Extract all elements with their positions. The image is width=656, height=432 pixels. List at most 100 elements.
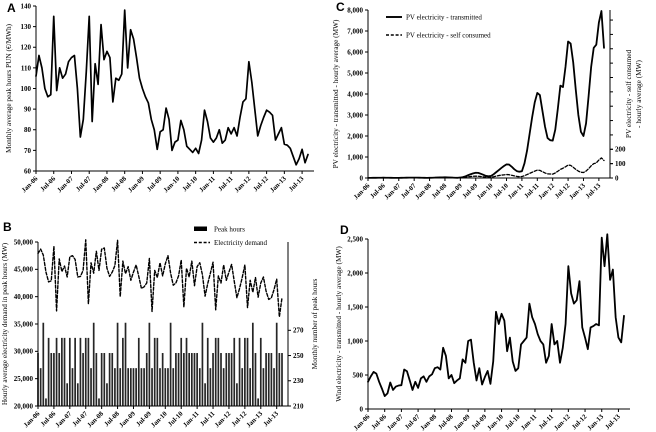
- panel-c: C 0 1,000 2,000 3,000 4,000 5,000 6,000 7,000 8,…: [328, 0, 656, 216]
- panel-d-chart-wind-electricity: 05001,0001,5002,0002,500Jan-06Jul-06Jan-…: [334, 233, 630, 432]
- svg-text:Jan-10: Jan-10: [150, 410, 169, 429]
- svg-text:40,000: 40,000: [14, 293, 34, 301]
- B-y-axis-title-left: Hourly average electricity demand in pea…: [0, 242, 9, 405]
- svg-text:Jul-07: Jul-07: [75, 175, 93, 193]
- svg-text:Jul-08: Jul-08: [110, 175, 128, 193]
- svg-text:120: 120: [21, 44, 32, 52]
- svg-text:Jul-11: Jul-11: [217, 175, 235, 193]
- svg-text:2,000: 2,000: [347, 132, 363, 140]
- svg-text:100: 100: [615, 160, 626, 168]
- svg-text:Jan-08: Jan-08: [414, 182, 433, 201]
- svg-text:130: 130: [21, 23, 32, 31]
- svg-text:20,000: 20,000: [14, 402, 34, 410]
- B-bars-peak-hours: [37, 322, 283, 406]
- svg-text:45,000: 45,000: [14, 266, 34, 274]
- svg-text:Electricity demand: Electricity demand: [214, 239, 268, 247]
- svg-text:110: 110: [21, 64, 32, 72]
- svg-text:210: 210: [293, 402, 304, 410]
- svg-text:140: 140: [21, 2, 32, 10]
- svg-text:Jan-08: Jan-08: [419, 413, 438, 432]
- C-y-axis-title-left: PV electricity - transmitted - hourly av…: [331, 19, 340, 168]
- svg-text:Jul-09: Jul-09: [146, 175, 164, 193]
- svg-text:Peak hours: Peak hours: [214, 225, 245, 233]
- D-line-wind-electricity-transmitted: [367, 233, 625, 397]
- svg-text:Jul-10: Jul-10: [181, 175, 199, 193]
- svg-text:Jan-13: Jan-13: [568, 182, 587, 201]
- A-series-group: [35, 9, 309, 166]
- svg-text:Jul-13: Jul-13: [585, 182, 603, 200]
- svg-text:80: 80: [24, 126, 32, 134]
- svg-text:Jul-13: Jul-13: [604, 413, 622, 431]
- C-line-pv-electricity-self-consumed: [367, 157, 605, 179]
- svg-text:Jan-10: Jan-10: [486, 413, 505, 432]
- svg-text:Jul-12: Jul-12: [252, 175, 270, 193]
- svg-text:1,500: 1,500: [347, 303, 363, 311]
- B-line-electricity-demand: [37, 239, 283, 318]
- C-y-axis-title-right: PV electricity - self consumed: [624, 50, 633, 139]
- svg-text:Jan-06: Jan-06: [23, 410, 42, 429]
- svg-text:Jan-09: Jan-09: [118, 410, 137, 429]
- svg-text:Jan-11: Jan-11: [198, 175, 217, 194]
- svg-text:Jan-13: Jan-13: [269, 175, 288, 194]
- svg-text:270: 270: [293, 327, 304, 335]
- svg-text:Jan-11: Jan-11: [520, 413, 539, 432]
- svg-text:Jan-10: Jan-10: [476, 182, 495, 201]
- svg-text:Jan-10: Jan-10: [162, 175, 181, 194]
- D-axes: [365, 238, 630, 412]
- svg-text:230: 230: [293, 377, 304, 385]
- svg-text:Jan-06: Jan-06: [353, 182, 372, 201]
- D-y-axis-title-left: Wind electricity - transmitted - hourly …: [334, 246, 343, 402]
- svg-text:50,000: 50,000: [14, 238, 34, 246]
- svg-text:0: 0: [360, 405, 364, 413]
- svg-text:PV electricity - self consumed: PV electricity - self consumed: [406, 31, 491, 39]
- svg-text:8,000: 8,000: [347, 6, 363, 14]
- B-axes: [35, 241, 291, 409]
- svg-text:Jan-07: Jan-07: [56, 175, 75, 194]
- svg-text:1,000: 1,000: [347, 153, 363, 161]
- svg-text:0: 0: [615, 174, 619, 182]
- svg-text:Jan-12: Jan-12: [233, 175, 252, 194]
- B-series-group: [37, 239, 283, 406]
- panel-c-letter: C: [336, 0, 345, 14]
- svg-text:Jul-06: Jul-06: [39, 175, 57, 193]
- panel-b-letter: B: [3, 220, 12, 234]
- svg-text:Jan-07: Jan-07: [383, 182, 402, 201]
- svg-text:Jan-09: Jan-09: [445, 182, 464, 201]
- svg-text:Jan-07: Jan-07: [54, 410, 73, 429]
- C-legend: PV electricity - transmitted PV electrici…: [386, 13, 491, 39]
- svg-text:Jan-08: Jan-08: [86, 410, 105, 429]
- svg-text:200: 200: [615, 146, 626, 154]
- A-line-pun-monthly-average-peak-hours: [35, 9, 309, 166]
- svg-text:35,000: 35,000: [14, 320, 34, 328]
- svg-text:30,000: 30,000: [14, 348, 34, 356]
- svg-text:Jan-12: Jan-12: [553, 413, 572, 432]
- svg-text:Jan-06: Jan-06: [353, 413, 372, 432]
- panel-c-chart-pv-electricity: 0 1,000 2,000 3,000 4,000 5,000 6,000 7,000 8,00…: [331, 6, 643, 201]
- panel-d: D 0 500 1,000 1,500 2,000 2,500 Jan-06 Jul-06 Ja…: [328, 216, 656, 432]
- panel-b-chart-demand-peak-hours: 20,000 25,000 30,000 35,000 40,000 45,000 50,0…: [0, 225, 319, 429]
- svg-text:Jan-11: Jan-11: [182, 410, 201, 429]
- svg-text:Jan-13: Jan-13: [245, 410, 264, 429]
- A-axes: [33, 5, 314, 174]
- svg-text:3,000: 3,000: [347, 111, 363, 119]
- svg-text:Jan-12: Jan-12: [537, 182, 556, 201]
- svg-text:Jul-10: Jul-10: [504, 413, 522, 431]
- B-legend: Peak hours Electricity demand: [194, 225, 268, 247]
- panel-b: B 20,000 25,000 30,000 35,000 40,000 45,000 50…: [0, 216, 328, 432]
- svg-text:60: 60: [24, 167, 32, 175]
- panel-a: A 60 70 80 90 100 110 120 130 140 Jan-06 Jul-06 Jan…: [0, 0, 328, 216]
- svg-text:70: 70: [24, 147, 32, 155]
- svg-text:Jan-08: Jan-08: [92, 175, 111, 194]
- svg-text:Jan-11: Jan-11: [507, 182, 526, 201]
- D-series-group: [367, 233, 625, 397]
- svg-text:25,000: 25,000: [14, 375, 34, 383]
- svg-text:Jan-12: Jan-12: [214, 410, 233, 429]
- svg-text:90: 90: [24, 106, 32, 114]
- svg-text:100: 100: [21, 85, 32, 93]
- svg-text:5,000: 5,000: [347, 69, 363, 77]
- svg-text:500: 500: [353, 371, 364, 379]
- svg-text:Jan-06: Jan-06: [21, 175, 40, 194]
- A-y-axis-title-left: Monthly average peak hours PUN (€/MWh): [4, 23, 13, 153]
- svg-text:2,500: 2,500: [347, 235, 363, 243]
